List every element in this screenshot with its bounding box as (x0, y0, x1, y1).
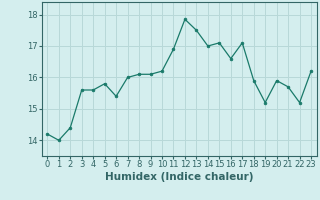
X-axis label: Humidex (Indice chaleur): Humidex (Indice chaleur) (105, 172, 253, 182)
